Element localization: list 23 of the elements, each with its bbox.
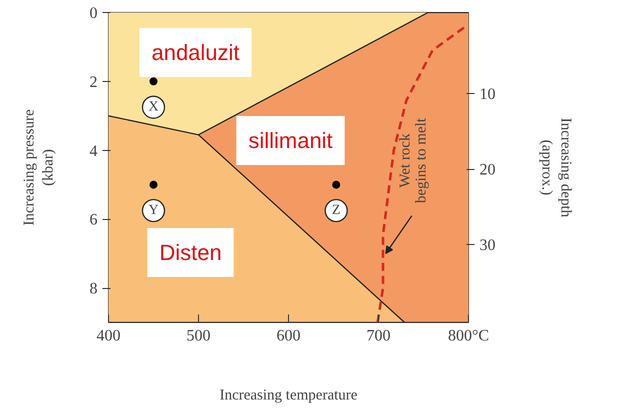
y2-tick-label: 30 bbox=[480, 237, 496, 254]
x-axis-title: Increasing temperature bbox=[220, 388, 358, 404]
data-label: Z bbox=[332, 203, 340, 218]
x-tick-label: 800°C bbox=[448, 328, 490, 344]
text: Wet rock begins to melt bbox=[398, 117, 430, 204]
data-label: X bbox=[148, 100, 159, 115]
y-tick-label: 0 bbox=[90, 5, 98, 22]
annotation: Disten bbox=[159, 240, 222, 265]
y-tick-label: 6 bbox=[90, 212, 98, 229]
annotation: andaluzit bbox=[151, 40, 240, 65]
data-label: Y bbox=[148, 203, 159, 218]
x-tick-label: 400 bbox=[96, 328, 120, 344]
y-tick-label: 4 bbox=[90, 142, 98, 160]
y-axis-title: Increasing pressure (kbar) bbox=[21, 109, 56, 226]
y-tick-label: 8 bbox=[90, 280, 98, 298]
x-tick-label: 600 bbox=[276, 328, 300, 344]
x-tick-label: 500 bbox=[186, 328, 210, 344]
y2-tick-label: 20 bbox=[480, 162, 496, 179]
x-tick-label: 700 bbox=[366, 328, 390, 344]
y-tick-label: 2 bbox=[90, 74, 98, 91]
y2-axis-title: Increasing depth (approx.) bbox=[538, 118, 574, 218]
annotation: sillimanit bbox=[248, 128, 333, 153]
y2-tick-label: 10 bbox=[480, 86, 496, 103]
